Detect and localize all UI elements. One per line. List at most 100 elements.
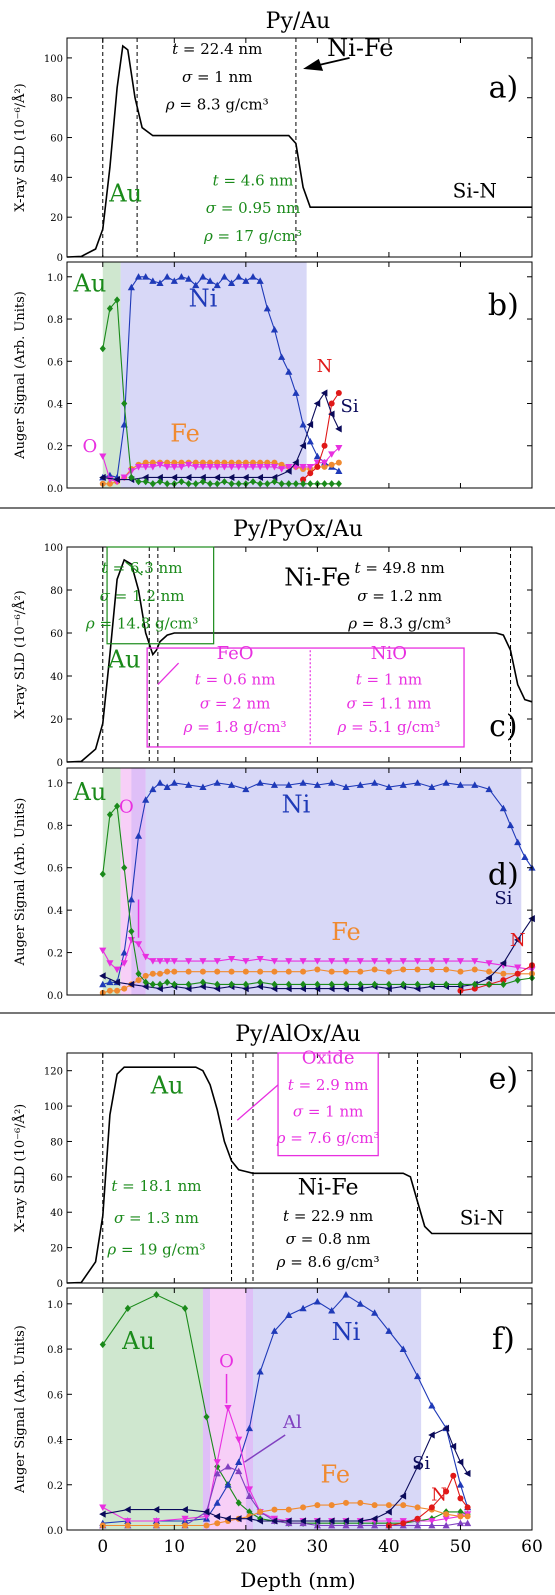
y-axis-label: Auger Signal (Arb. Units) (13, 1325, 28, 1494)
data-point-fe (142, 972, 149, 979)
y-tick-label: 0 (57, 1279, 63, 1290)
data-point-ni (299, 421, 307, 428)
data-point-au (292, 480, 299, 488)
data-point-au (414, 980, 421, 988)
annotation-label: Oxide (302, 1048, 355, 1069)
data-point-ni (142, 796, 150, 803)
data-point-fe (106, 480, 113, 487)
data-point-au (371, 980, 378, 988)
y-tick-label: 60 (50, 134, 63, 145)
data-point-ni (149, 277, 157, 284)
y-tick-label: 100 (44, 54, 63, 65)
data-point-n (471, 985, 478, 992)
y-tick-label: 0.2 (47, 949, 63, 960)
data-point-si (335, 425, 342, 433)
data-point-ni (134, 832, 143, 839)
y-axis-label: X-ray SLD (10⁻⁶/Å²) (12, 1104, 28, 1232)
data-point-ni (263, 304, 271, 312)
shaded-region-ni (253, 1288, 422, 1530)
y-axis-label: X-ray SLD (10⁻⁶/Å²) (12, 83, 28, 211)
data-point-al (245, 1492, 254, 1499)
data-point-si (328, 1517, 335, 1525)
data-point-al (464, 1519, 472, 1527)
data-point-si (113, 978, 120, 986)
data-point-si (285, 467, 292, 475)
data-point-n (414, 1515, 421, 1522)
data-point-au (156, 478, 164, 486)
data-point-fe (464, 1513, 471, 1520)
data-point-au (500, 980, 507, 988)
data-point-si (385, 1508, 392, 1516)
annotation-label: N (317, 356, 333, 377)
data-point-fe (228, 968, 235, 975)
data-point-o (270, 958, 279, 965)
data-point-ni (335, 467, 343, 474)
data-point-o (299, 958, 307, 965)
data-point-si (299, 1517, 306, 1525)
data-point-o (199, 958, 207, 965)
x-tick-label: 50 (450, 1537, 472, 1557)
data-point-au (257, 480, 264, 488)
data-point-ni (328, 779, 336, 786)
data-point-ni (285, 781, 293, 788)
data-point-au (153, 1291, 160, 1299)
data-point-o (385, 1518, 393, 1525)
data-point-ni (170, 779, 178, 786)
data-point-ni (428, 783, 436, 790)
shaded-region-o2 (202, 1288, 211, 1530)
pointer-arrow-oxide (157, 662, 180, 686)
annotation-label: Ni (332, 1318, 361, 1346)
data-point-fe (285, 1506, 292, 1513)
data-point-o (134, 463, 143, 471)
data-point-o (206, 463, 214, 471)
data-point-al (371, 1521, 379, 1529)
data-point-ni (471, 781, 479, 788)
data-point-au (514, 976, 521, 984)
data-point-n (450, 1472, 457, 1479)
data-point-au (285, 980, 292, 988)
data-point-o (106, 960, 114, 967)
series-line-o (102, 447, 340, 483)
data-point-fe (443, 966, 450, 973)
y-tick-label: 0 (57, 758, 63, 769)
annotation-label: ρ = 8.3 g/cm³ (165, 96, 269, 114)
y-tick-label: 100 (44, 1102, 63, 1113)
data-point-fe (371, 1502, 378, 1509)
y-axis-label: X-ray SLD (10⁻⁶/Å²) (12, 590, 28, 718)
data-point-ni (256, 1368, 264, 1375)
data-point-si (256, 1517, 264, 1525)
data-point-ni (328, 1307, 336, 1314)
data-point-o (263, 463, 271, 471)
shaded-region-o2 (131, 768, 146, 995)
data-point-au (471, 980, 478, 988)
data-point-ni (456, 1481, 465, 1488)
data-point-o (149, 463, 157, 471)
annotation-label: t = 4.6 nm (213, 171, 294, 189)
shaded-region-au (102, 262, 121, 488)
y-tick-label: 0.0 (47, 1526, 63, 1537)
data-point-fe (214, 1520, 221, 1527)
data-point-si (224, 1515, 231, 1523)
data-point-fe (328, 968, 335, 975)
data-point-au (128, 473, 135, 482)
data-point-ni (224, 1481, 232, 1488)
annotation-label: Ni-Fe (327, 34, 393, 62)
data-point-si (499, 959, 507, 967)
data-point-au (192, 480, 199, 488)
data-point-si (199, 982, 206, 991)
x-tick-label: 0 (97, 1537, 108, 1557)
data-point-au (271, 478, 278, 486)
annotation-label: Ni-Fe (298, 1176, 359, 1201)
data-point-fe (357, 968, 364, 975)
data-point-n (500, 977, 507, 984)
data-point-o (242, 958, 250, 965)
annotation-label: Fe (331, 918, 361, 946)
annotation-label: σ = 1.3 nm (114, 1209, 199, 1227)
y-tick-label: 0.0 (47, 484, 63, 495)
data-point-si (442, 1424, 450, 1432)
plot-frame (66, 261, 533, 489)
data-point-n (514, 970, 521, 977)
data-point-si (449, 1442, 457, 1450)
y-tick-label: 20 (50, 1244, 63, 1255)
